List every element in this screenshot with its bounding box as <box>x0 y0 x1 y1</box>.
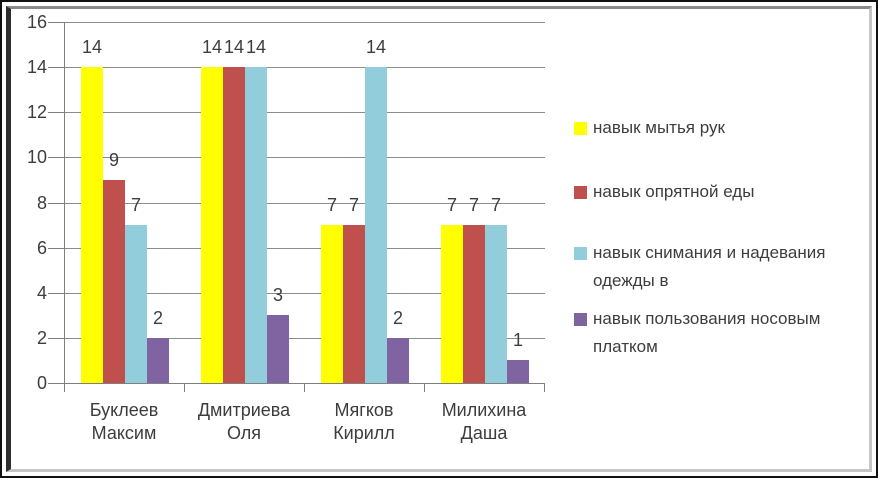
y-tick-label: 6 <box>36 238 47 258</box>
category-label: Буклеев Максим <box>89 400 159 443</box>
bar <box>103 180 125 383</box>
bar <box>365 67 387 383</box>
gridline <box>65 67 545 68</box>
bar-value-label: 7 <box>490 195 501 215</box>
y-tick-label: 14 <box>26 57 47 77</box>
x-tick <box>304 384 305 392</box>
y-tick <box>48 383 64 384</box>
y-tick-label: 16 <box>26 12 47 32</box>
legend-item: навык пользования носовым платком <box>574 305 838 361</box>
x-tick <box>64 384 65 392</box>
picture-frame-bevel: 14 9 7 2 14 14 14 3 7 7 14 2 7 7 7 1 0 2 4 6 8 10 12 14 16 Букл… <box>6 6 872 472</box>
legend-item: навык мытья рук <box>574 114 725 142</box>
bar-value-label: 7 <box>348 195 359 215</box>
legend-item: навык опрятной еды <box>574 178 754 206</box>
bar <box>245 67 267 383</box>
y-tick <box>48 157 64 158</box>
bar <box>387 338 409 383</box>
bar-value-label: 7 <box>130 195 141 215</box>
bar-value-label: 14 <box>223 37 245 57</box>
gridline <box>65 112 545 113</box>
x-tick <box>184 384 185 392</box>
bar-value-label: 9 <box>108 150 119 170</box>
plot-area: 14 9 7 2 14 14 14 3 7 7 14 2 7 7 7 1 <box>64 22 545 384</box>
gridline <box>65 203 545 204</box>
y-tick <box>48 338 64 339</box>
y-tick <box>48 293 64 294</box>
bar <box>201 67 223 383</box>
bar <box>441 225 463 383</box>
gridline <box>65 293 545 294</box>
y-tick <box>48 203 64 204</box>
bar-value-label: 14 <box>245 37 267 57</box>
bar <box>485 225 507 383</box>
y-tick <box>48 67 64 68</box>
bar <box>267 315 289 383</box>
bar <box>147 338 169 383</box>
x-tick <box>424 384 425 392</box>
bar-value-label: 14 <box>365 37 387 57</box>
gridline <box>65 338 545 339</box>
y-tick-label: 0 <box>36 373 47 393</box>
legend-label: навык мытья рук <box>593 118 725 137</box>
gridline <box>65 157 545 158</box>
bar-value-label: 14 <box>81 37 103 57</box>
bar <box>343 225 365 383</box>
bar <box>223 67 245 383</box>
bar <box>81 67 103 383</box>
y-tick <box>48 112 64 113</box>
bar-value-label: 7 <box>468 195 479 215</box>
bar <box>507 360 529 383</box>
legend-marker <box>574 313 587 326</box>
y-tick-label: 10 <box>26 147 47 167</box>
legend-marker <box>574 186 587 199</box>
bar <box>125 225 147 383</box>
y-tick-label: 4 <box>36 283 47 303</box>
y-tick <box>48 22 64 23</box>
legend-label: навык опрятной еды <box>593 182 755 201</box>
y-tick-label: 2 <box>36 328 47 348</box>
category-label: Милихина Даша <box>441 400 527 443</box>
bar <box>321 225 343 383</box>
y-tick-label: 12 <box>26 102 47 122</box>
category-label: Дмитриева Оля <box>197 400 291 443</box>
gridline <box>65 22 545 23</box>
bar-chart: 14 9 7 2 14 14 14 3 7 7 14 2 7 7 7 1 0 2 4 6 8 10 12 14 16 Букл… <box>11 9 869 469</box>
legend-marker <box>574 247 587 260</box>
legend-marker <box>574 122 587 135</box>
bar-value-label: 3 <box>272 285 283 305</box>
legend-label: навык пользования носовым платком <box>593 309 821 356</box>
bar-value-label: 14 <box>201 37 223 57</box>
bar-value-label: 7 <box>326 195 337 215</box>
legend-label: навык снимания и надевания одежды в <box>593 243 826 290</box>
y-tick <box>48 248 64 249</box>
bar-value-label: 7 <box>446 195 457 215</box>
legend-item: навык снимания и надевания одежды в <box>574 239 838 295</box>
bar-value-label: 2 <box>152 308 163 328</box>
category-label: Мягков Кирилл <box>333 400 395 443</box>
x-tick <box>544 384 545 392</box>
bar-value-label: 1 <box>512 330 523 350</box>
y-tick-label: 8 <box>36 193 47 213</box>
gridline <box>65 248 545 249</box>
bar-value-label: 2 <box>392 308 403 328</box>
bar <box>463 225 485 383</box>
